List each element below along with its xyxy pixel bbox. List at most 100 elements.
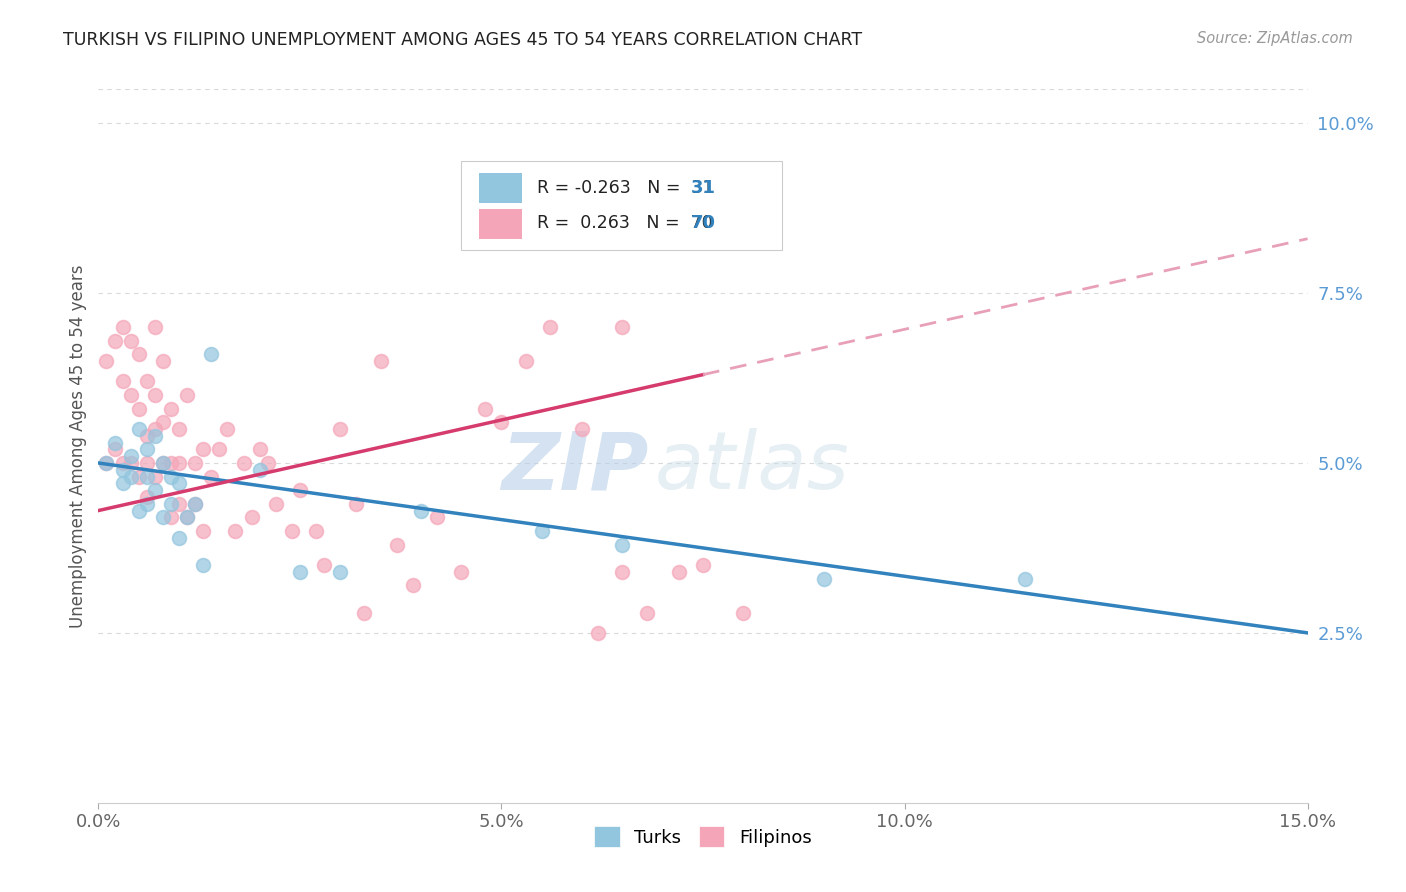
Point (612, 320, 634, 334)
Point (135, 442, 157, 457)
Text: ZIP: ZIP (501, 428, 648, 507)
Point (586, 626, 609, 640)
Point (135, 429, 157, 443)
Point (143, 422, 166, 436)
Point (288, 483, 311, 498)
Point (120, 456, 142, 470)
Point (176, 510, 198, 524)
Point (103, 435, 125, 450)
Point (733, 606, 755, 620)
Point (111, 456, 134, 470)
Point (193, 442, 215, 457)
Point (128, 469, 150, 483)
Point (143, 320, 166, 334)
Point (208, 442, 231, 457)
Point (651, 198, 673, 212)
Point (167, 531, 190, 545)
FancyBboxPatch shape (479, 173, 522, 203)
Point (193, 524, 215, 538)
Point (426, 510, 449, 524)
FancyBboxPatch shape (479, 209, 522, 239)
Point (96, 456, 118, 470)
Point (152, 456, 174, 470)
Point (281, 524, 304, 538)
Point (176, 510, 198, 524)
Point (96, 354, 118, 368)
Point (530, 524, 553, 538)
Point (160, 510, 183, 524)
Point (692, 558, 714, 572)
Point (450, 565, 472, 579)
Point (103, 334, 125, 348)
Point (249, 442, 271, 457)
Point (111, 476, 134, 491)
Point (120, 388, 142, 402)
Point (249, 463, 271, 477)
Point (167, 476, 190, 491)
Point (176, 388, 198, 402)
Point (193, 558, 215, 572)
Point (152, 456, 174, 470)
Point (96, 456, 118, 470)
Point (111, 375, 134, 389)
Point (264, 497, 287, 511)
Point (668, 565, 690, 579)
Point (515, 354, 537, 368)
Point (160, 401, 183, 416)
Point (409, 503, 432, 517)
Point (152, 354, 174, 368)
Point (152, 415, 174, 429)
Point (128, 347, 150, 361)
Point (135, 497, 157, 511)
Point (135, 490, 157, 504)
Point (128, 503, 150, 517)
Point (314, 558, 336, 572)
Point (143, 469, 166, 483)
Point (329, 565, 352, 579)
Point (256, 456, 278, 470)
Point (120, 469, 142, 483)
Point (329, 422, 352, 436)
Point (538, 320, 561, 334)
Point (200, 469, 222, 483)
Point (571, 422, 593, 436)
Point (184, 497, 207, 511)
Text: Source: ZipAtlas.com: Source: ZipAtlas.com (1197, 31, 1353, 46)
Point (167, 497, 190, 511)
Point (128, 422, 150, 436)
Point (120, 449, 142, 463)
Point (167, 456, 190, 470)
Text: 31: 31 (690, 178, 716, 196)
Point (402, 578, 425, 592)
Text: 70: 70 (690, 214, 716, 232)
Point (184, 456, 207, 470)
FancyBboxPatch shape (461, 161, 782, 250)
Point (160, 456, 183, 470)
Point (370, 354, 392, 368)
Point (217, 422, 239, 436)
Point (240, 510, 263, 524)
Point (813, 572, 835, 586)
Text: atlas: atlas (655, 428, 849, 507)
Point (143, 483, 166, 498)
Point (1014, 572, 1036, 586)
Point (232, 456, 254, 470)
Point (160, 469, 183, 483)
Point (385, 537, 408, 551)
Point (143, 388, 166, 402)
Point (135, 375, 157, 389)
Point (612, 565, 634, 579)
Point (491, 415, 513, 429)
Point (344, 497, 367, 511)
Point (103, 442, 125, 457)
Text: R =  0.263   N =  70: R = 0.263 N = 70 (537, 214, 713, 232)
Text: TURKISH VS FILIPINO UNEMPLOYMENT AMONG AGES 45 TO 54 YEARS CORRELATION CHART: TURKISH VS FILIPINO UNEMPLOYMENT AMONG A… (63, 31, 862, 49)
Point (612, 537, 634, 551)
Point (288, 565, 311, 579)
Y-axis label: Unemployment Among Ages 45 to 54 years: Unemployment Among Ages 45 to 54 years (69, 264, 87, 628)
Point (224, 524, 246, 538)
Point (474, 401, 496, 416)
Point (111, 463, 134, 477)
Point (167, 422, 190, 436)
Text: R = -0.263   N =  31: R = -0.263 N = 31 (537, 178, 714, 196)
